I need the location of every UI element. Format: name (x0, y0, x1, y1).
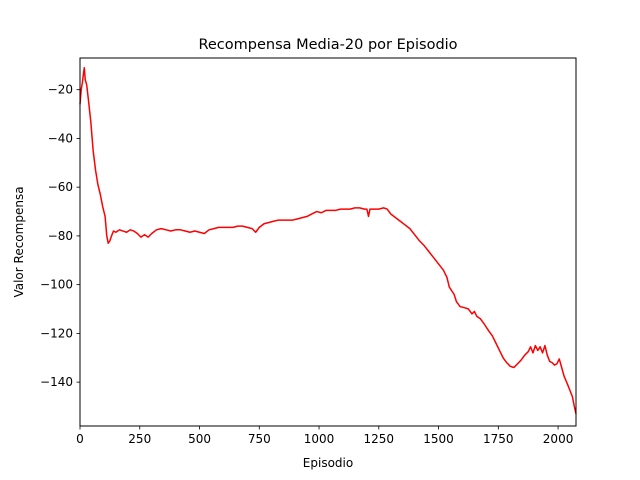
y-tick-label: −20 (48, 83, 73, 97)
plot-frame (79, 57, 577, 427)
y-tick-label: −40 (48, 131, 73, 145)
x-tick-label: 750 (248, 432, 271, 446)
x-tick-label: 500 (188, 432, 211, 446)
y-tick-label: −100 (40, 278, 73, 292)
x-tick-label: 250 (128, 432, 151, 446)
x-axis-label: Episodio (303, 456, 353, 470)
x-tick-label: 1250 (364, 432, 395, 446)
y-axis-label: Valor Recompensa (12, 186, 26, 297)
x-tick-label: 2000 (543, 432, 574, 446)
plot-content: 0 250 500 750 1000 1250 1500 1750 2000 −20 −40 −60 −… (40, 67, 577, 446)
series-line-0 (79, 67, 577, 414)
x-tick-label: 1000 (304, 432, 335, 446)
x-tick-label: 1750 (483, 432, 514, 446)
y-tick-label: −120 (40, 326, 73, 340)
x-tick-label: 1500 (423, 432, 454, 446)
y-tick-label: −60 (48, 180, 73, 194)
y-tick-label: −80 (48, 229, 73, 243)
y-tick-label: −140 (40, 375, 73, 389)
chart-title: Recompensa Media-20 por Episodio (198, 37, 457, 53)
x-tick-label: 0 (76, 432, 84, 446)
